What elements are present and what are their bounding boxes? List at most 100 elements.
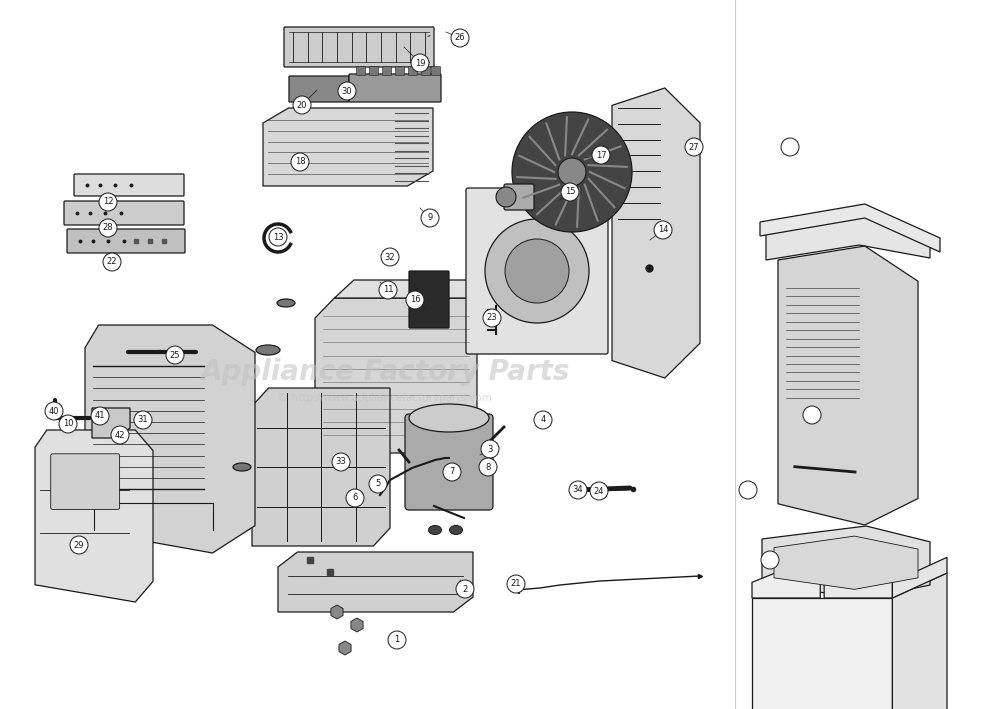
- Text: © http://www.appliancefactoryparts.com: © http://www.appliancefactoryparts.com: [278, 393, 492, 403]
- Circle shape: [781, 138, 799, 156]
- FancyBboxPatch shape: [284, 27, 434, 67]
- Polygon shape: [278, 552, 473, 612]
- Circle shape: [111, 426, 129, 444]
- Polygon shape: [252, 388, 390, 546]
- FancyBboxPatch shape: [409, 271, 449, 328]
- FancyBboxPatch shape: [382, 67, 392, 75]
- Circle shape: [456, 580, 474, 598]
- Circle shape: [381, 248, 399, 266]
- Text: 16: 16: [410, 296, 420, 304]
- Text: 6: 6: [352, 493, 358, 503]
- Text: 27: 27: [689, 143, 699, 152]
- Circle shape: [45, 402, 63, 420]
- Text: 40: 40: [49, 406, 59, 415]
- Ellipse shape: [256, 345, 280, 355]
- Text: 23: 23: [487, 313, 497, 323]
- FancyBboxPatch shape: [504, 184, 534, 210]
- Polygon shape: [35, 430, 153, 602]
- Text: 24: 24: [594, 486, 604, 496]
- Text: 22: 22: [107, 257, 117, 267]
- Text: 42: 42: [115, 430, 125, 440]
- Text: 25: 25: [170, 350, 180, 359]
- Circle shape: [293, 96, 311, 114]
- Circle shape: [561, 183, 579, 201]
- Circle shape: [592, 146, 610, 164]
- Text: 1: 1: [394, 635, 400, 644]
- FancyBboxPatch shape: [289, 76, 349, 102]
- Text: 21: 21: [511, 579, 521, 588]
- Polygon shape: [766, 208, 930, 260]
- FancyBboxPatch shape: [67, 229, 185, 253]
- Polygon shape: [774, 536, 918, 589]
- Circle shape: [99, 219, 117, 237]
- Circle shape: [479, 458, 497, 476]
- Circle shape: [103, 253, 121, 271]
- Polygon shape: [92, 408, 130, 438]
- Text: 41: 41: [95, 411, 105, 420]
- Circle shape: [803, 406, 821, 424]
- Circle shape: [512, 112, 632, 232]
- Text: 31: 31: [138, 415, 148, 425]
- Polygon shape: [824, 555, 892, 598]
- Text: 11: 11: [383, 286, 393, 294]
- FancyBboxPatch shape: [51, 454, 120, 509]
- Circle shape: [406, 291, 424, 309]
- Polygon shape: [752, 598, 892, 709]
- Circle shape: [338, 82, 356, 100]
- Circle shape: [483, 309, 501, 327]
- Circle shape: [166, 346, 184, 364]
- FancyBboxPatch shape: [370, 67, 378, 75]
- Ellipse shape: [277, 299, 295, 307]
- Polygon shape: [263, 108, 433, 186]
- Text: 5: 5: [375, 479, 381, 489]
- FancyBboxPatch shape: [356, 67, 366, 75]
- Text: 18: 18: [295, 157, 305, 167]
- Polygon shape: [760, 204, 940, 252]
- Circle shape: [558, 158, 586, 186]
- Text: 14: 14: [658, 225, 668, 235]
- Polygon shape: [334, 280, 496, 298]
- Circle shape: [388, 631, 406, 649]
- Ellipse shape: [428, 525, 442, 535]
- Circle shape: [443, 463, 461, 481]
- Text: 34: 34: [573, 486, 583, 494]
- Circle shape: [332, 453, 350, 471]
- Text: 2: 2: [462, 584, 468, 593]
- Circle shape: [485, 219, 589, 323]
- Circle shape: [685, 138, 703, 156]
- FancyBboxPatch shape: [422, 67, 430, 75]
- FancyBboxPatch shape: [466, 188, 608, 354]
- Text: 4: 4: [540, 415, 546, 425]
- Polygon shape: [612, 88, 700, 378]
- Polygon shape: [315, 298, 477, 453]
- Text: 9: 9: [427, 213, 433, 223]
- Ellipse shape: [409, 404, 489, 432]
- Polygon shape: [778, 246, 918, 525]
- Circle shape: [291, 153, 309, 171]
- Polygon shape: [892, 573, 947, 709]
- Circle shape: [590, 482, 608, 500]
- Circle shape: [761, 551, 779, 569]
- Circle shape: [134, 411, 152, 429]
- Ellipse shape: [450, 525, 462, 535]
- Circle shape: [534, 411, 552, 429]
- Circle shape: [379, 281, 397, 299]
- Text: 8: 8: [485, 462, 491, 471]
- Text: 15: 15: [565, 187, 575, 196]
- Text: 10: 10: [63, 420, 73, 428]
- Text: 12: 12: [103, 198, 113, 206]
- FancyBboxPatch shape: [432, 67, 440, 75]
- Text: 19: 19: [415, 59, 425, 67]
- Circle shape: [59, 415, 77, 433]
- Text: 20: 20: [297, 101, 307, 109]
- FancyBboxPatch shape: [64, 201, 184, 225]
- Text: 3: 3: [487, 445, 493, 454]
- Circle shape: [99, 193, 117, 211]
- FancyBboxPatch shape: [396, 67, 404, 75]
- Text: 7: 7: [449, 467, 455, 476]
- Circle shape: [507, 575, 525, 593]
- FancyBboxPatch shape: [349, 74, 441, 102]
- Circle shape: [269, 228, 287, 246]
- Circle shape: [421, 209, 439, 227]
- Polygon shape: [892, 557, 947, 598]
